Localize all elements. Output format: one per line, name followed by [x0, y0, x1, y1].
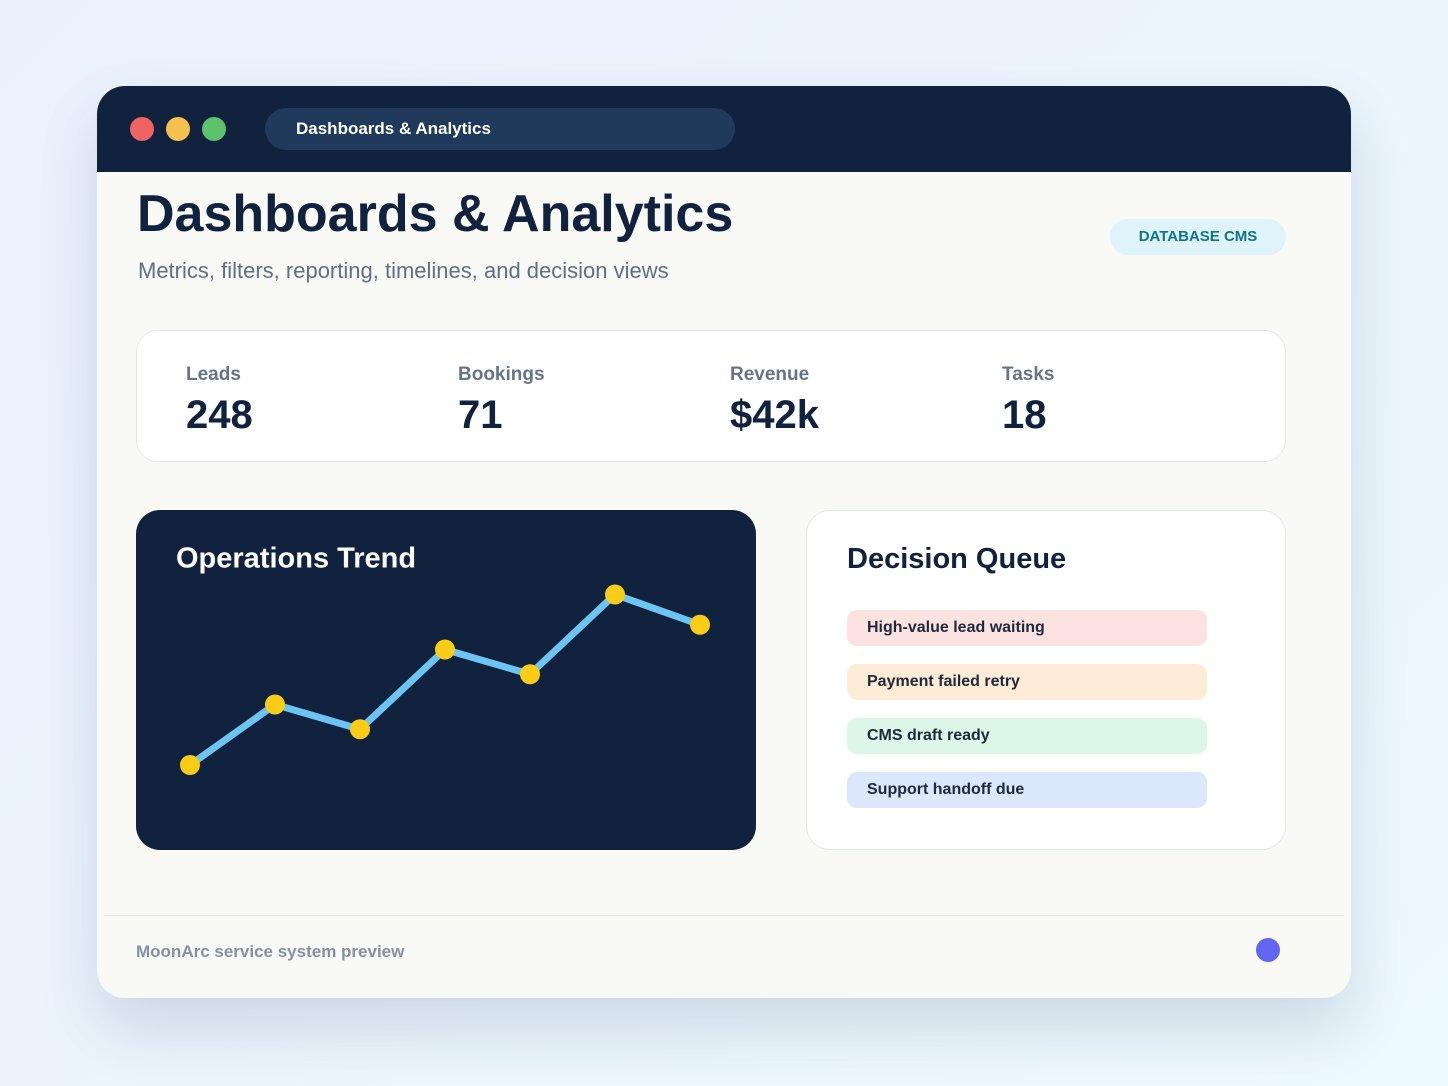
- maximize-button[interactable]: [202, 117, 226, 141]
- queue-title: Decision Queue: [847, 543, 1067, 575]
- chart-background: [136, 510, 756, 850]
- close-button[interactable]: [130, 117, 154, 141]
- stat-label: Bookings: [458, 364, 545, 385]
- stats-card: Leads 248 Bookings 71 Revenue $42k Tasks 18: [136, 330, 1286, 462]
- stat-value: 71: [458, 393, 503, 437]
- stat-label: Revenue: [730, 364, 810, 385]
- title-bar: Dashboards & Analytics: [97, 86, 1351, 172]
- chart-title: Operations Trend: [176, 543, 416, 575]
- point: [520, 664, 540, 685]
- subtitle: Metrics, filters, reporting, timelines, …: [138, 258, 669, 283]
- queue-item: Payment failed retry: [847, 664, 1207, 700]
- stat-label: Tasks: [1002, 364, 1055, 385]
- point: [350, 719, 370, 740]
- stat-label: Leads: [186, 364, 241, 385]
- queue-card: Decision Queue High-value lead waiting Pa…: [806, 510, 1286, 850]
- chart-card: Operations Trend: [136, 510, 756, 850]
- divider: [104, 915, 1344, 916]
- queue-item: Support handoff due: [847, 772, 1207, 808]
- status-dot: [1256, 938, 1280, 962]
- stat-value: 18: [1002, 393, 1047, 437]
- tab[interactable]: Dashboards & Analytics: [265, 108, 735, 150]
- point: [605, 584, 625, 605]
- window: Dashboards & Analytics Dashboards & Anal…: [97, 86, 1351, 998]
- queue-item: High-value lead waiting: [847, 610, 1207, 646]
- point: [180, 755, 200, 775]
- point: [265, 694, 285, 715]
- stat-value: $42k: [730, 393, 819, 437]
- stat-value: 248: [186, 393, 253, 437]
- point: [435, 639, 455, 660]
- badge: DATABASE CMS: [1110, 219, 1286, 255]
- minimize-button[interactable]: [166, 117, 190, 141]
- point: [690, 614, 710, 635]
- queue-item: CMS draft ready: [847, 718, 1207, 754]
- page-title: Dashboards & Analytics: [137, 185, 734, 243]
- footer-text: MoonArc service system preview: [136, 942, 405, 961]
